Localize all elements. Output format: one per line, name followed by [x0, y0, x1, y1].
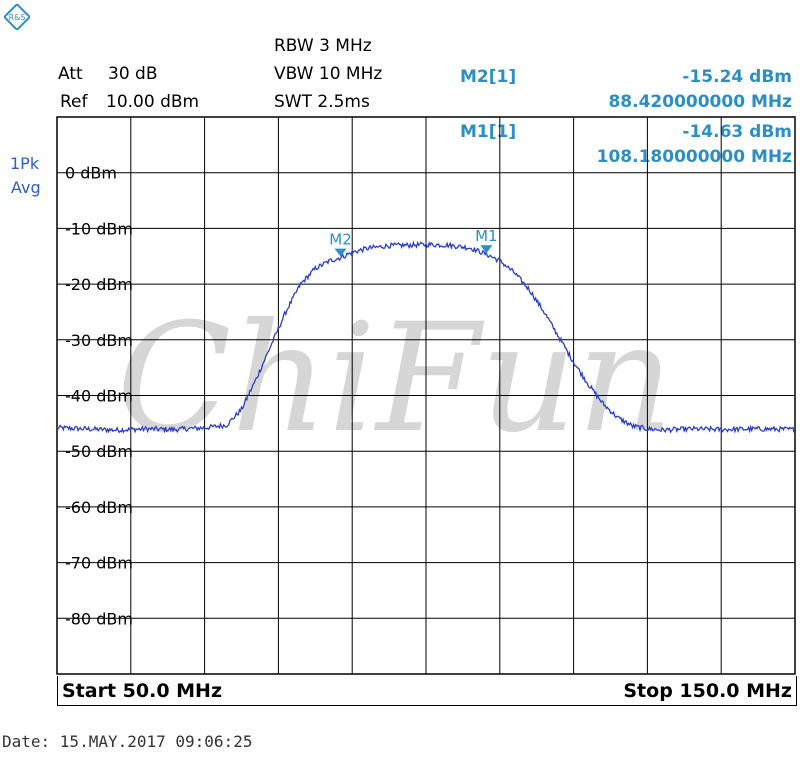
trace-line: [56, 240, 796, 434]
marker-m2-tag: M2: [329, 231, 352, 249]
marker-m1-freq: 108.180000000 MHz: [596, 147, 792, 167]
att-label: Att: [58, 64, 83, 84]
y-tick-label: -10 dBm: [65, 219, 133, 238]
stop-frequency: Stop 150.0 MHz: [623, 680, 792, 702]
marker-m2-triangle: [334, 248, 347, 257]
grid: [57, 117, 795, 674]
footer-bar: [57, 676, 797, 706]
y-tick-labels: 0 dBm -10 dBm -20 dBm -30 dBm -40 dBm -50 dBm…: [65, 164, 133, 629]
watermark-text: ChiFun: [117, 292, 674, 466]
date-stamp: Date: 15.MAY.2017 09:06:25: [2, 732, 253, 751]
att-value: 30 dB: [108, 64, 158, 84]
marker-m2-value: -15.24 dBm: [682, 67, 792, 87]
plot-frame: [56, 116, 796, 675]
marker-m1-tag: M1: [475, 227, 498, 245]
markers: M1 M2: [329, 227, 498, 257]
ref-label: Ref: [60, 92, 88, 112]
svg-text:R&S: R&S: [9, 13, 26, 22]
start-frequency: Start 50.0 MHz: [62, 680, 223, 702]
marker-m2-freq: 88.420000000 MHz: [608, 92, 792, 112]
detector-label: 1Pk: [10, 154, 40, 173]
ref-value: 10.00 dBm: [106, 92, 200, 112]
vbw-setting: VBW 10 MHz: [274, 64, 383, 84]
y-tick-label: -60 dBm: [65, 498, 133, 517]
marker-m2-label: M2[1]: [460, 67, 517, 87]
swt-setting: SWT 2.5ms: [274, 92, 370, 112]
marker-m1-triangle: [480, 245, 493, 254]
y-tick-label: -40 dBm: [65, 387, 133, 406]
trace-mode-label: Avg: [11, 178, 41, 197]
y-tick-label: -30 dBm: [65, 331, 133, 350]
rs-logo: R&S: [4, 4, 30, 30]
marker-m1-label: M1[1]: [460, 122, 517, 142]
y-tick-label: -20 dBm: [65, 275, 133, 294]
y-tick-label: -70 dBm: [65, 554, 133, 573]
y-tick-label: -50 dBm: [65, 442, 133, 461]
y-tick-label: -80 dBm: [65, 609, 133, 628]
rbw-setting: RBW 3 MHz: [274, 36, 372, 56]
rs-logo-icon: R&S: [4, 4, 30, 30]
y-tick-label: 0 dBm: [65, 164, 117, 183]
marker-m1-value: -14.63 dBm: [682, 122, 792, 142]
